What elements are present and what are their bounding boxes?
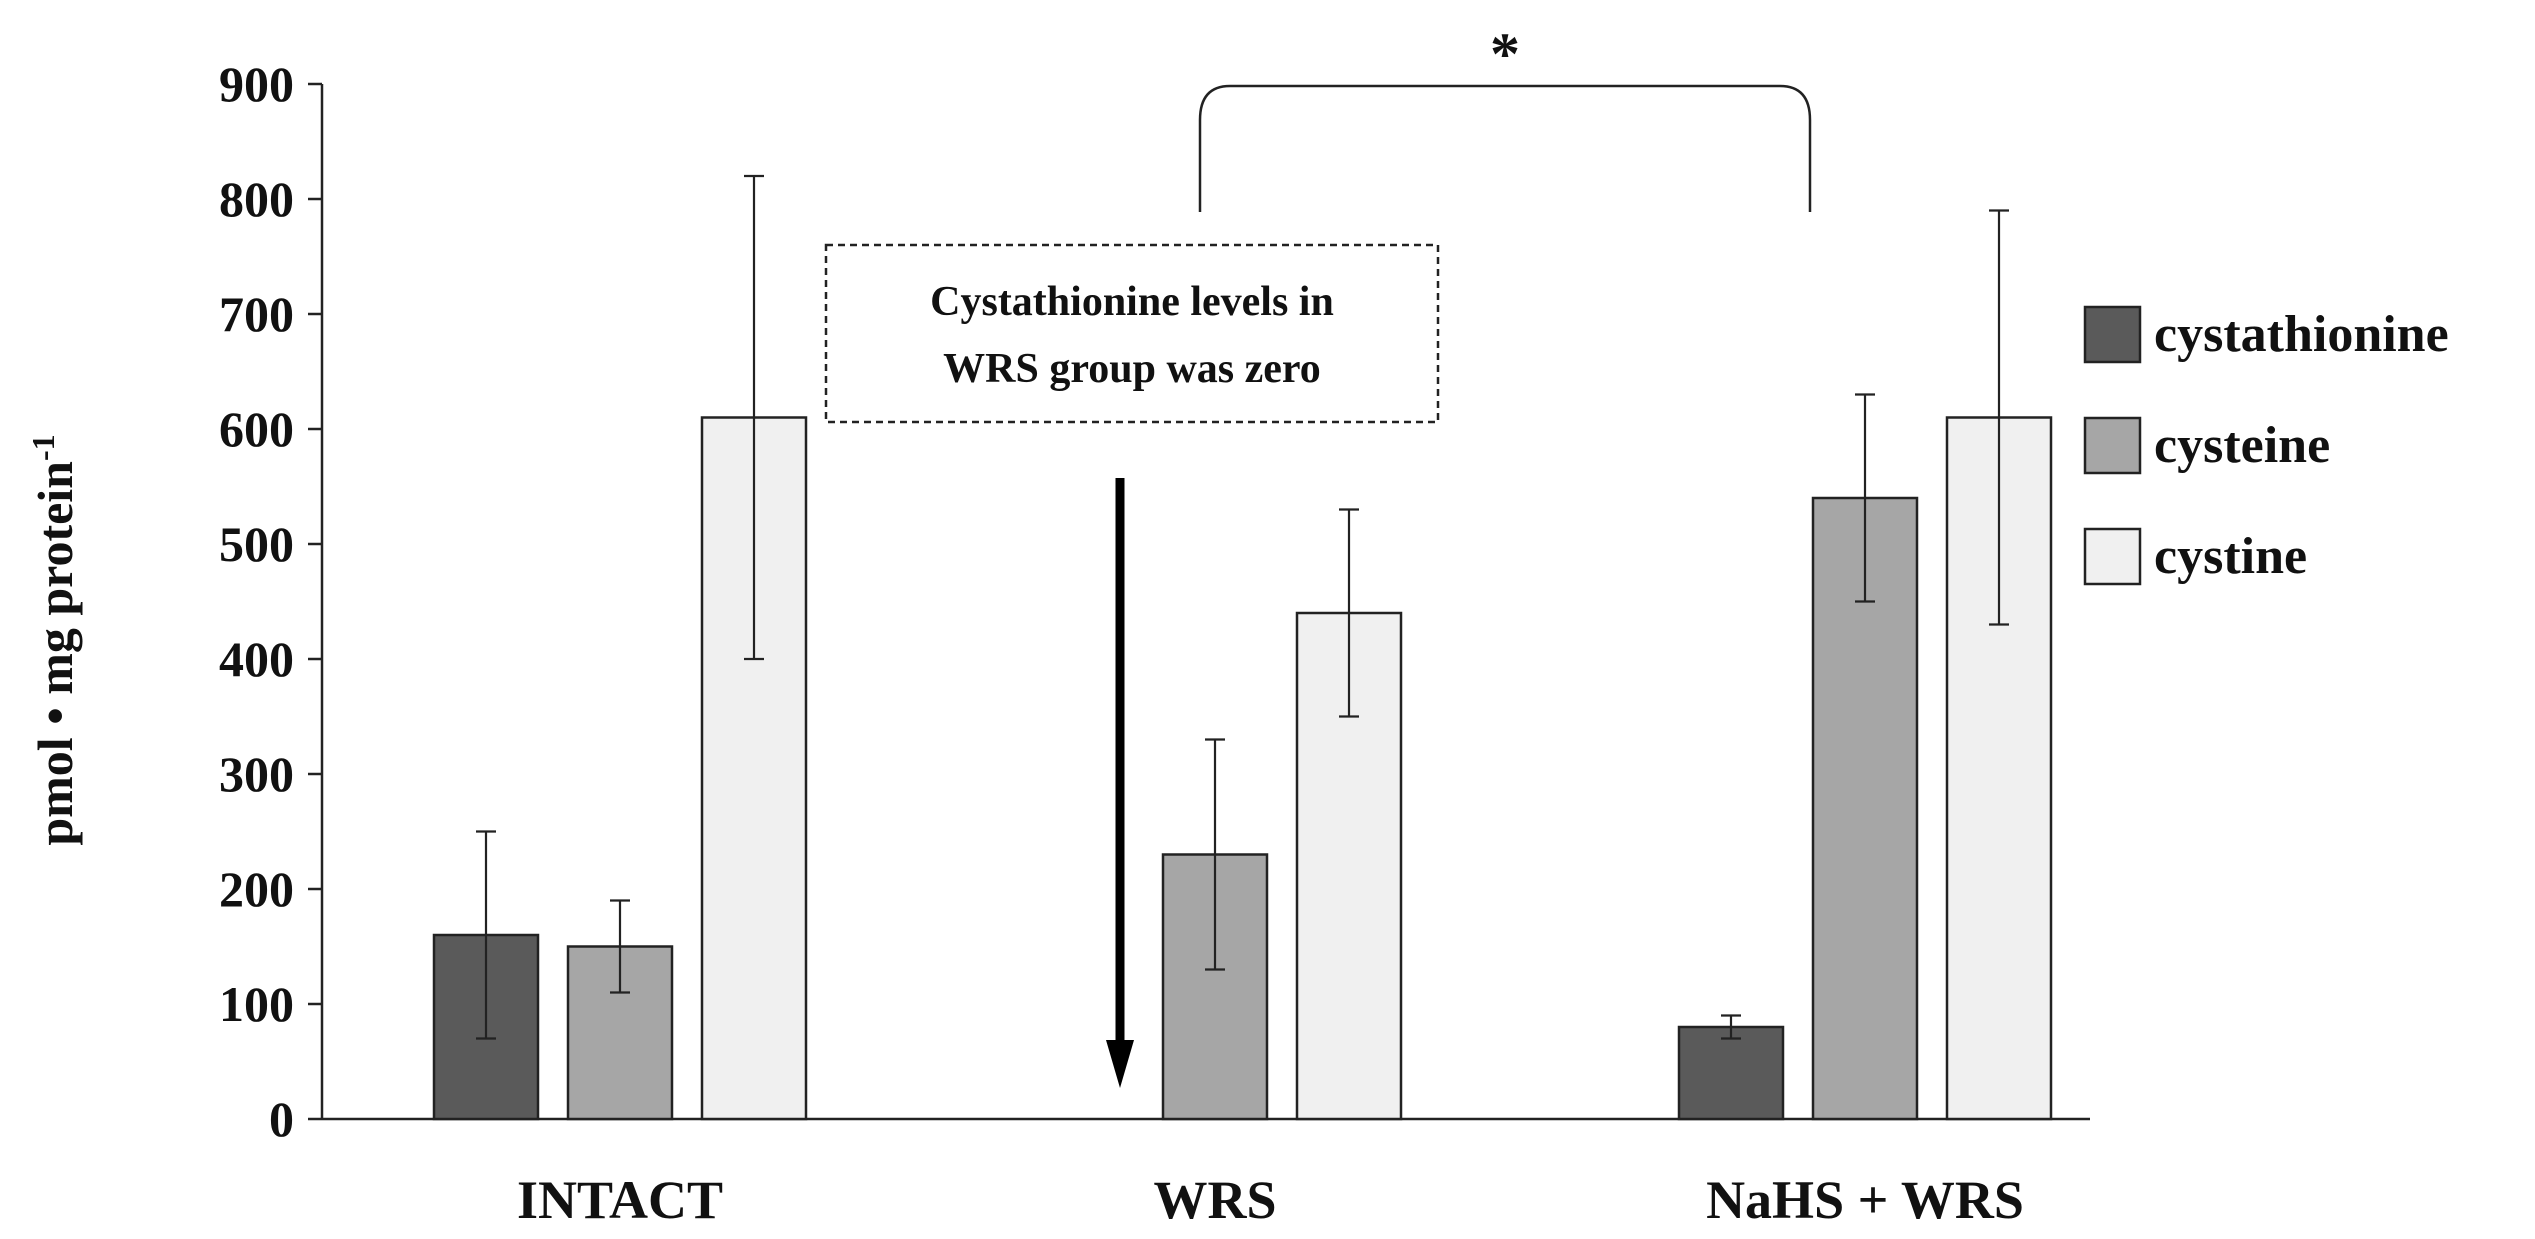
- zero-arrow: [1106, 478, 1134, 1088]
- error-bar-cystine-wrs: [1339, 508, 1359, 718]
- y-axis-title-superscript: -1: [25, 434, 61, 461]
- x-category-label: NaHS + WRS: [1706, 1170, 2024, 1230]
- error-bar-cystine-intact: [744, 174, 764, 661]
- y-tick-label: 600: [219, 401, 294, 457]
- error-bar-cysteine-nahs-wrs: [1855, 393, 1875, 603]
- y-tick-label: 800: [219, 171, 294, 227]
- legend-swatch-cysteine: [2083, 416, 2142, 475]
- y-axis-title: pmol • mg protein-1: [25, 434, 83, 845]
- x-category-label: INTACT: [517, 1170, 723, 1230]
- annotation-box-border: [824, 243, 1440, 424]
- y-tick-label: 100: [219, 976, 294, 1032]
- error-bar-cystathionine-intact: [476, 830, 496, 1040]
- bars: [432, 416, 2053, 1121]
- legend-swatch-cystine: [2083, 527, 2142, 586]
- annotation-text-line2: WRS group was zero: [943, 346, 1321, 392]
- y-tick-label: 200: [219, 861, 294, 917]
- x-axis: INTACT WRS NaHS + WRS: [322, 1117, 2090, 1230]
- bracket-line: [1198, 84, 1812, 212]
- y-tick-label: 700: [219, 286, 294, 342]
- legend-label-cysteine: cysteine: [2154, 417, 2330, 474]
- y-axis: 0 100 200 300 400 500 600 700 800 900: [219, 56, 324, 1147]
- legend-swatch-cystathionine: [2083, 305, 2142, 364]
- legend: cystathionine cysteine cystine: [2083, 305, 2449, 586]
- legend-label-cystathionine: cystathionine: [2154, 306, 2449, 363]
- annotation-text-line1: Cystathionine levels in: [930, 279, 1334, 325]
- bar-cystathionine-nahs-wrs: [1677, 1025, 1785, 1121]
- y-tick-label: 400: [219, 631, 294, 687]
- significance-star: *: [1490, 21, 1520, 87]
- significance-bracket: *: [1198, 21, 1812, 212]
- error-bars: [476, 174, 2009, 1040]
- y-tick-label: 300: [219, 746, 294, 802]
- arrow-head: [1106, 1040, 1134, 1088]
- y-tick-label: 500: [219, 516, 294, 572]
- error-bar-cysteine-intact: [610, 899, 630, 994]
- y-axis-title-text: pmol • mg protein: [27, 461, 83, 846]
- x-category-label: WRS: [1153, 1170, 1276, 1230]
- y-tick-label: 900: [219, 56, 294, 112]
- error-bar-cysteine-wrs: [1205, 738, 1225, 971]
- error-bar-cystathionine-nahs-wrs: [1721, 1014, 1741, 1040]
- y-tick-label: 0: [269, 1091, 294, 1147]
- annotation-box: Cystathionine levels in WRS group was ze…: [824, 243, 1440, 424]
- error-bar-cystine-nahs-wrs: [1989, 209, 2009, 626]
- legend-label-cystine: cystine: [2154, 528, 2307, 585]
